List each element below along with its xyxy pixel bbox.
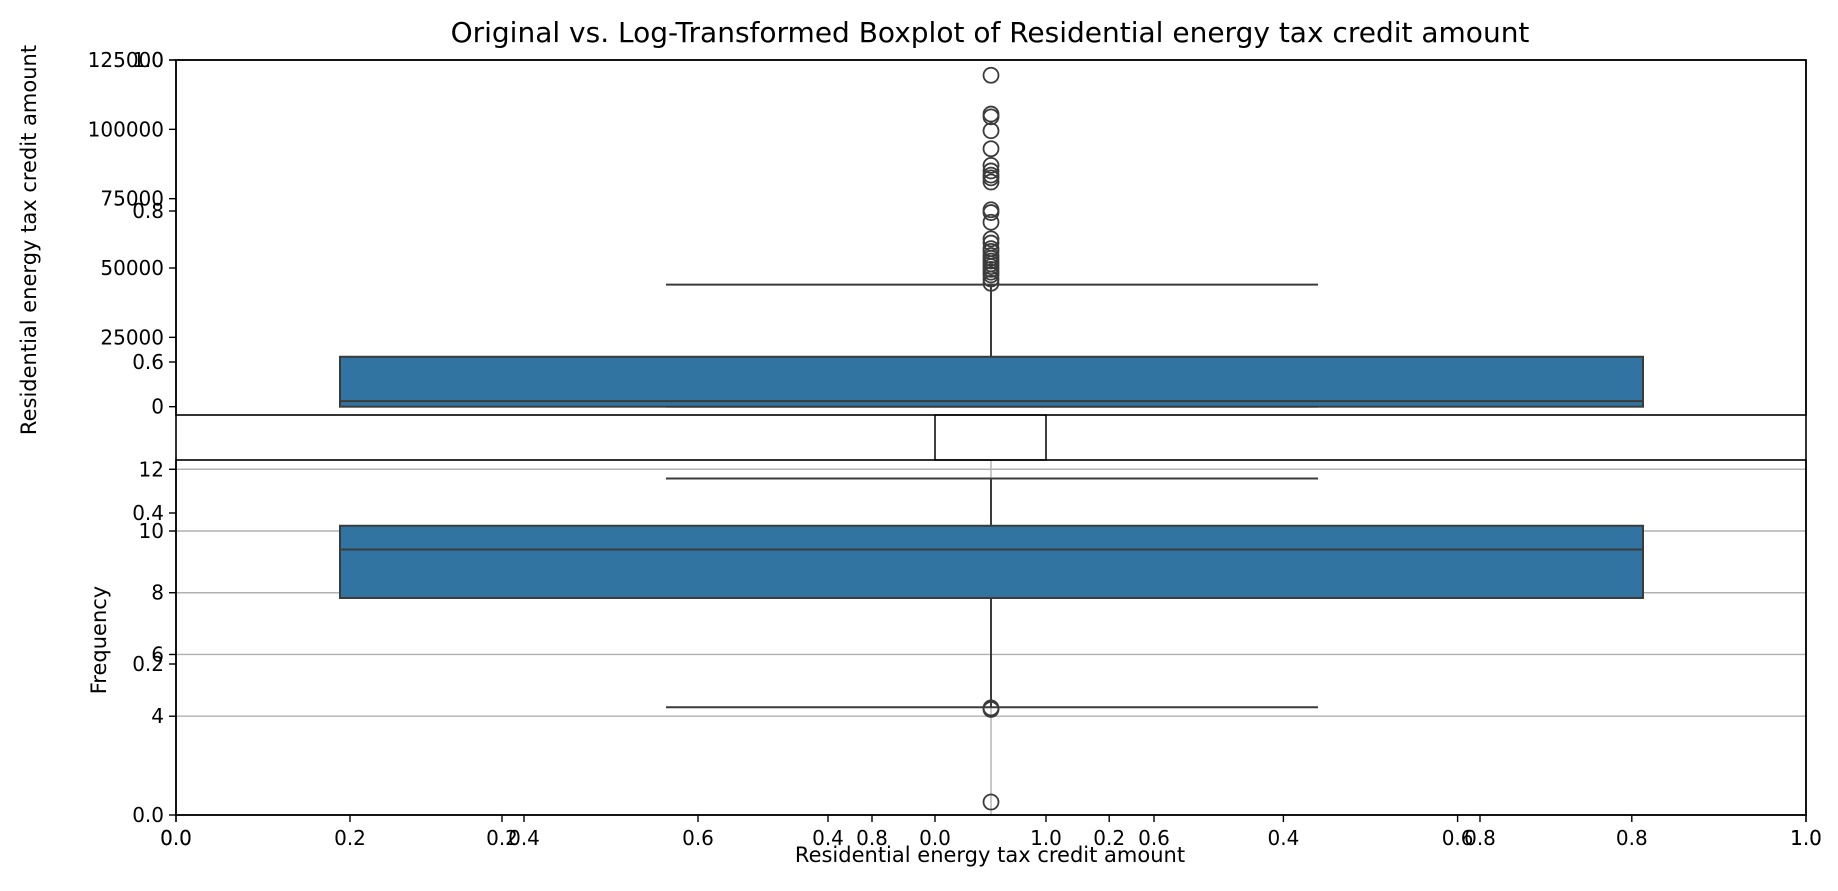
chart-title: Original vs. Log-Transformed Boxplot of … xyxy=(451,16,1530,49)
log-y-tick-label: 8 xyxy=(151,581,164,605)
original-y-tick-label: 0 xyxy=(151,395,164,419)
background-y-tick-label: 0.2 xyxy=(132,652,164,676)
original-outlier-point xyxy=(982,105,1000,123)
left-inset-x-tick-label: 1.0 xyxy=(1030,826,1062,850)
original-outlier-point xyxy=(982,240,1000,257)
background-x-tick-label: 0.8 xyxy=(1464,826,1496,850)
inset-x-tick-label: 0.6 xyxy=(1442,826,1474,850)
original-y-tick-label: 100000 xyxy=(88,117,164,141)
inset-x-tick-label: 0.4 xyxy=(1267,826,1299,850)
original-outlier-point xyxy=(982,140,1000,158)
original-outlier-point xyxy=(982,201,1000,219)
background-y-tick-label: 0.4 xyxy=(132,501,164,525)
background-y-tick-label: 0.8 xyxy=(132,199,164,223)
original-outlier-point xyxy=(982,274,1000,292)
original-outlier-point xyxy=(982,247,1000,264)
log-y-tick-label: 4 xyxy=(151,704,164,728)
log-outlier-point xyxy=(982,699,1000,717)
inset-x-tick-label: 0.8 xyxy=(1616,826,1648,850)
log-axes-frame xyxy=(175,459,1807,816)
log-outlier-point xyxy=(982,793,1000,811)
background-y-tick-label: 0.0 xyxy=(132,803,164,827)
left-inset-x-tick-label: 0.6 xyxy=(682,826,714,850)
log-y-tick-label: 6 xyxy=(151,642,164,666)
log-y-tick-label: 10 xyxy=(139,519,164,543)
y-axis-title-log: Frequency xyxy=(87,586,111,695)
original-outlier-point xyxy=(982,173,1000,191)
original-box xyxy=(339,355,1644,408)
log-box xyxy=(339,524,1644,599)
original-y-tick-label: 25000 xyxy=(100,325,164,349)
original-y-tick-label: 75000 xyxy=(100,187,164,211)
log-y-tick-label: 12 xyxy=(139,457,164,481)
left-inset-x-tick-label: 0.8 xyxy=(856,826,888,850)
original-outlier-point xyxy=(982,230,1000,248)
original-outlier-point xyxy=(982,122,1000,140)
y-axis-title-original: Residential energy tax credit amount xyxy=(17,45,41,435)
background-x-tick-label: 0.2 xyxy=(486,826,518,850)
inset-x-tick-label: 0.2 xyxy=(1093,826,1125,850)
inset-x-tick-label: 0.0 xyxy=(919,826,951,850)
left-inset-x-tick-label: 0.4 xyxy=(508,826,540,850)
original-y-tick-label: 125000 xyxy=(88,48,164,72)
inset-x-tick-label: 1.0 xyxy=(1790,826,1822,850)
background-x-tick-label: 1.0 xyxy=(1790,826,1822,850)
original-outlier-point xyxy=(982,166,1000,184)
background-x-tick-label: 0.6 xyxy=(1138,826,1170,850)
original-axes-frame xyxy=(175,59,1807,416)
original-outlier-point xyxy=(982,162,1000,180)
original-outlier-point xyxy=(982,234,1000,252)
background-x-tick-label: 0.4 xyxy=(812,826,844,850)
x-axis-title: Residential energy tax credit amount xyxy=(795,843,1185,867)
background-x-tick-label: 0.0 xyxy=(160,826,192,850)
original-outlier-point xyxy=(982,66,1000,84)
left-inset-x-tick-label: 0.2 xyxy=(334,826,366,850)
left-inset-x-tick-label: 0.0 xyxy=(160,826,192,850)
original-outlier-point xyxy=(982,213,1000,231)
original-y-tick-label: 50000 xyxy=(100,256,164,280)
panel-connector xyxy=(934,414,1047,461)
background-y-tick-label: 1.0 xyxy=(132,48,164,72)
original-outlier-point xyxy=(982,156,1000,174)
background-y-tick-label: 0.6 xyxy=(132,350,164,374)
